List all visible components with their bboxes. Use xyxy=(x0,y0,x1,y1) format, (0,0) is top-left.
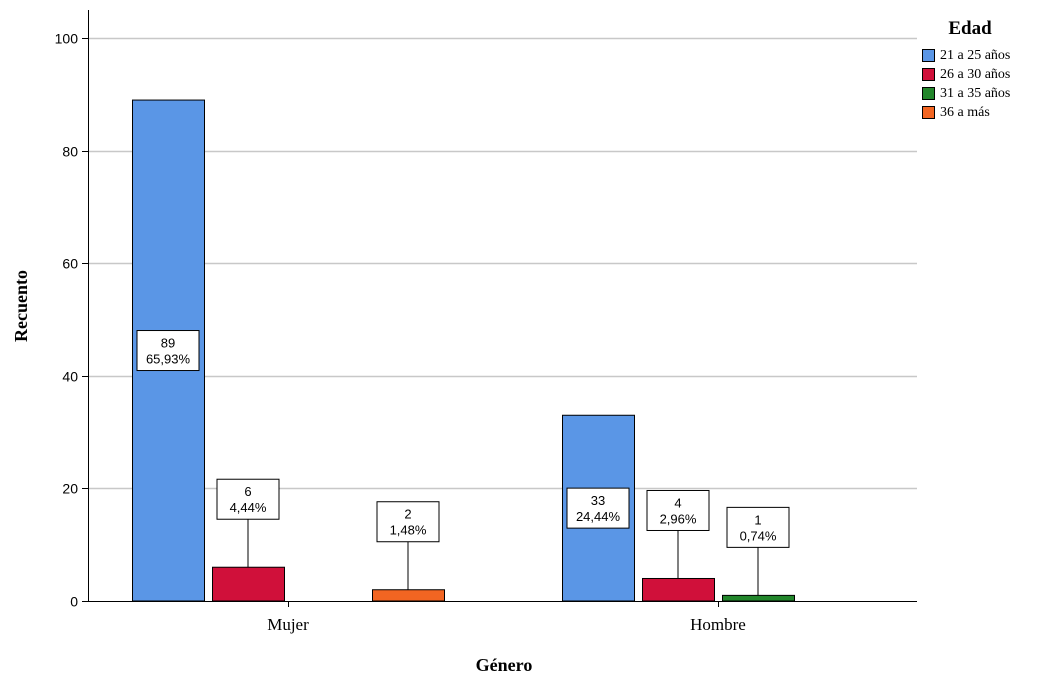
legend-items: 21 a 25 años 26 a 30 años 31 a 35 años 36 a… xyxy=(922,46,1018,122)
y-tick-label: 0 xyxy=(70,594,78,610)
legend-swatch xyxy=(922,68,935,81)
legend-item: 26 a 30 años xyxy=(922,65,1018,84)
data-label-count: 4 xyxy=(674,495,681,510)
y-axis-label: Recuento xyxy=(11,270,31,342)
y-tick-label: 60 xyxy=(62,256,78,272)
legend-label: 36 a más xyxy=(940,104,990,120)
legend-label: 31 a 35 años xyxy=(940,85,1011,101)
data-label-percent: 2,96% xyxy=(660,511,697,526)
legend: Edad 21 a 25 años 26 a 30 años 31 a 35 año… xyxy=(922,18,1018,122)
x-tick-labels: Mujer Hombre xyxy=(267,601,746,634)
data-label-box xyxy=(376,501,440,543)
legend-item: 36 a más xyxy=(922,103,1018,122)
legend-swatch xyxy=(922,49,935,62)
x-axis-label: Género xyxy=(476,655,533,675)
data-label-box xyxy=(216,478,280,520)
data-label-count: 1 xyxy=(754,512,761,527)
y-tick-label: 40 xyxy=(62,369,78,385)
bar xyxy=(642,577,715,602)
data-label-percent: 1,48% xyxy=(390,523,427,538)
data-label-percent: 65,93% xyxy=(146,352,191,367)
y-tick-label: 100 xyxy=(55,31,79,47)
legend-title: Edad xyxy=(948,18,992,39)
y-tick-labels: 0 20 40 60 80 100 xyxy=(55,31,88,610)
data-label-box xyxy=(136,330,200,372)
data-label-box xyxy=(646,489,710,531)
y-tick-label: 20 xyxy=(62,481,78,497)
data-label-count: 33 xyxy=(591,493,605,508)
data-label-count: 89 xyxy=(161,336,175,351)
data-label-percent: 24,44% xyxy=(576,509,621,524)
data-label-percent: 0,74% xyxy=(740,528,777,543)
legend-swatch xyxy=(922,87,935,100)
legend-item: 31 a 35 años xyxy=(922,84,1018,103)
legend-label: 21 a 25 años xyxy=(940,47,1011,63)
bar xyxy=(722,594,795,602)
y-tick-label: 80 xyxy=(62,144,78,160)
x-tick-label: Hombre xyxy=(690,615,746,634)
data-label-box xyxy=(566,487,630,529)
data-label-percent: 4,44% xyxy=(230,500,267,515)
legend-label: 26 a 30 años xyxy=(940,66,1011,82)
legend-swatch xyxy=(922,106,935,119)
data-label-count: 2 xyxy=(404,507,411,522)
bar xyxy=(372,589,445,602)
gridlines xyxy=(88,37,917,490)
data-label-box xyxy=(726,506,790,548)
x-tick-label: Mujer xyxy=(267,615,309,634)
legend-item: 21 a 25 años xyxy=(922,46,1018,65)
data-label-count: 6 xyxy=(244,484,251,499)
bar xyxy=(212,566,285,602)
